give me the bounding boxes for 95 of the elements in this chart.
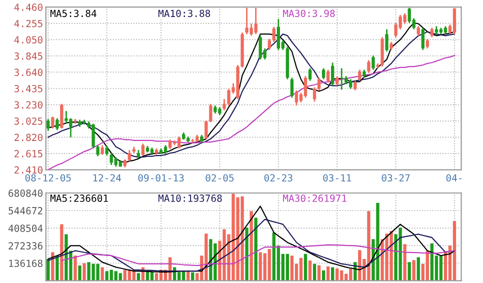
text: MA5:236601 (50, 194, 108, 202)
line-series (48, 206, 456, 273)
candlestick (96, 144, 100, 157)
y-tick-label: 4.460 (14, 4, 42, 11)
text: MA10:3.88 (158, 10, 210, 18)
bar (299, 258, 303, 281)
bar (74, 256, 77, 281)
text: MA30:3.98 (283, 10, 335, 18)
y-tick-label: 3.640 (14, 68, 42, 76)
bar (412, 260, 416, 281)
candlestick (358, 69, 362, 82)
candlestick (51, 116, 54, 130)
candlestick (60, 103, 64, 130)
candlestick (56, 118, 59, 131)
y-tick-label: 544672 (8, 207, 42, 214)
x-tick-label: 02-23 (264, 174, 292, 182)
candlestick (367, 60, 370, 74)
candlestick (385, 28, 388, 52)
candlestick (105, 145, 108, 156)
bar (78, 266, 82, 281)
candlestick (312, 86, 316, 102)
candlestick (290, 77, 294, 98)
y-tick-label: 3.435 (14, 84, 42, 92)
y-tick-label: 680840 (8, 190, 42, 197)
y-tick-label: 2.410 (14, 166, 42, 174)
candlestick (141, 142, 145, 156)
candlestick (74, 118, 77, 124)
bar (439, 256, 443, 281)
candlestick (326, 69, 330, 84)
candlestick (168, 138, 172, 150)
y-tick-label: 136168 (9, 260, 42, 268)
candlestick (340, 68, 344, 90)
bar (290, 256, 294, 281)
candlestick (308, 68, 312, 82)
candlestick (222, 98, 226, 111)
candlestick (209, 103, 212, 123)
candlestick (452, 7, 456, 35)
text: MA30:261971 (283, 194, 346, 202)
y-tick-label: 2.615 (14, 150, 42, 158)
bar (452, 221, 456, 281)
candlestick (354, 80, 357, 92)
bar (60, 224, 64, 281)
candlestick (128, 149, 131, 162)
text: MA10:193768 (158, 194, 222, 202)
candlestick (336, 75, 339, 86)
x-tick-label: 09-01-13 (138, 174, 184, 182)
candlestick (372, 54, 375, 70)
candlestick (421, 27, 424, 51)
x-tick-label: 08-12-05 (25, 174, 71, 182)
bar (408, 262, 411, 281)
bar (326, 266, 330, 281)
candlestick (331, 62, 334, 86)
candlestick (268, 38, 271, 51)
y-tick-label: 2.820 (14, 134, 42, 142)
bar (250, 211, 253, 281)
bar (331, 267, 334, 281)
bar (286, 254, 290, 281)
line-series (61, 244, 456, 266)
candlestick (100, 144, 104, 156)
y-tick-label: 3.025 (14, 117, 42, 125)
candlestick (46, 118, 50, 132)
x-tick-label: 02-05 (206, 174, 234, 182)
candlestick (272, 26, 276, 43)
y-tick-label: 4.255 (14, 20, 42, 28)
candlestick (304, 75, 308, 98)
x-tick-label: 03-11 (323, 174, 352, 182)
x-tick-label: 03-27 (382, 174, 410, 182)
y-tick-label: 408504 (8, 224, 43, 232)
bar (308, 260, 312, 281)
bar (245, 228, 248, 281)
y-tick-label: 4.050 (14, 36, 42, 44)
bar (82, 263, 86, 281)
bar (254, 218, 258, 281)
x-tick-label: 12-24 (93, 174, 122, 182)
y-tick-label: 272336 (8, 242, 42, 250)
candlestick (430, 27, 434, 38)
y-tick-label: 3.845 (14, 52, 42, 60)
text: MA5:3.84 (50, 10, 96, 18)
bar (416, 257, 420, 281)
bar (312, 264, 316, 281)
bar (56, 256, 59, 281)
line-series (48, 54, 456, 170)
candlestick (317, 77, 321, 92)
bar (268, 249, 271, 281)
bar (100, 267, 104, 281)
candlestick (416, 25, 420, 36)
candlestick (294, 90, 298, 106)
x-tick-label: 04- (446, 174, 462, 182)
bar (304, 254, 308, 281)
y-tick-label: 3.230 (14, 101, 42, 109)
candlestick (177, 136, 181, 150)
bar (403, 244, 406, 281)
candlestick (204, 120, 208, 140)
candlestick (426, 38, 429, 50)
candlestick (322, 68, 326, 80)
